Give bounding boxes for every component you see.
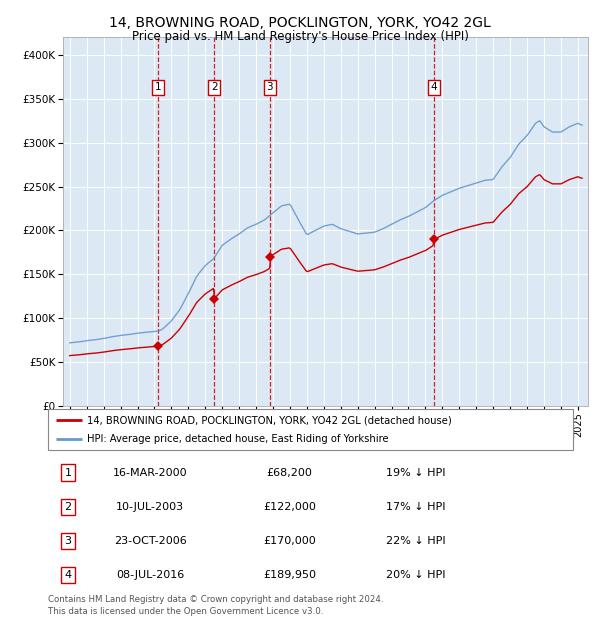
- Text: 4: 4: [64, 570, 71, 580]
- Text: £170,000: £170,000: [263, 536, 316, 546]
- Text: 16-MAR-2000: 16-MAR-2000: [113, 467, 188, 478]
- Text: 2: 2: [211, 82, 217, 92]
- Text: 14, BROWNING ROAD, POCKLINGTON, YORK, YO42 2GL: 14, BROWNING ROAD, POCKLINGTON, YORK, YO…: [109, 16, 491, 30]
- Text: HPI: Average price, detached house, East Riding of Yorkshire: HPI: Average price, detached house, East…: [88, 435, 389, 445]
- Text: 17% ↓ HPI: 17% ↓ HPI: [386, 502, 445, 512]
- Text: 1: 1: [64, 467, 71, 478]
- Text: 08-JUL-2016: 08-JUL-2016: [116, 570, 185, 580]
- Text: 3: 3: [64, 536, 71, 546]
- Text: 4: 4: [431, 82, 437, 92]
- Text: £68,200: £68,200: [266, 467, 313, 478]
- Text: £122,000: £122,000: [263, 502, 316, 512]
- Text: 3: 3: [266, 82, 273, 92]
- Text: 10-JUL-2003: 10-JUL-2003: [116, 502, 184, 512]
- Text: 19% ↓ HPI: 19% ↓ HPI: [386, 467, 445, 478]
- Text: Contains HM Land Registry data © Crown copyright and database right 2024.
This d: Contains HM Land Registry data © Crown c…: [48, 595, 383, 616]
- Text: 22% ↓ HPI: 22% ↓ HPI: [386, 536, 445, 546]
- Text: 14, BROWNING ROAD, POCKLINGTON, YORK, YO42 2GL (detached house): 14, BROWNING ROAD, POCKLINGTON, YORK, YO…: [88, 415, 452, 425]
- Text: 20% ↓ HPI: 20% ↓ HPI: [386, 570, 445, 580]
- FancyBboxPatch shape: [48, 409, 573, 450]
- Text: Price paid vs. HM Land Registry's House Price Index (HPI): Price paid vs. HM Land Registry's House …: [131, 30, 469, 43]
- Text: 1: 1: [155, 82, 161, 92]
- Text: 23-OCT-2006: 23-OCT-2006: [114, 536, 187, 546]
- Text: £189,950: £189,950: [263, 570, 316, 580]
- Text: 2: 2: [64, 502, 71, 512]
